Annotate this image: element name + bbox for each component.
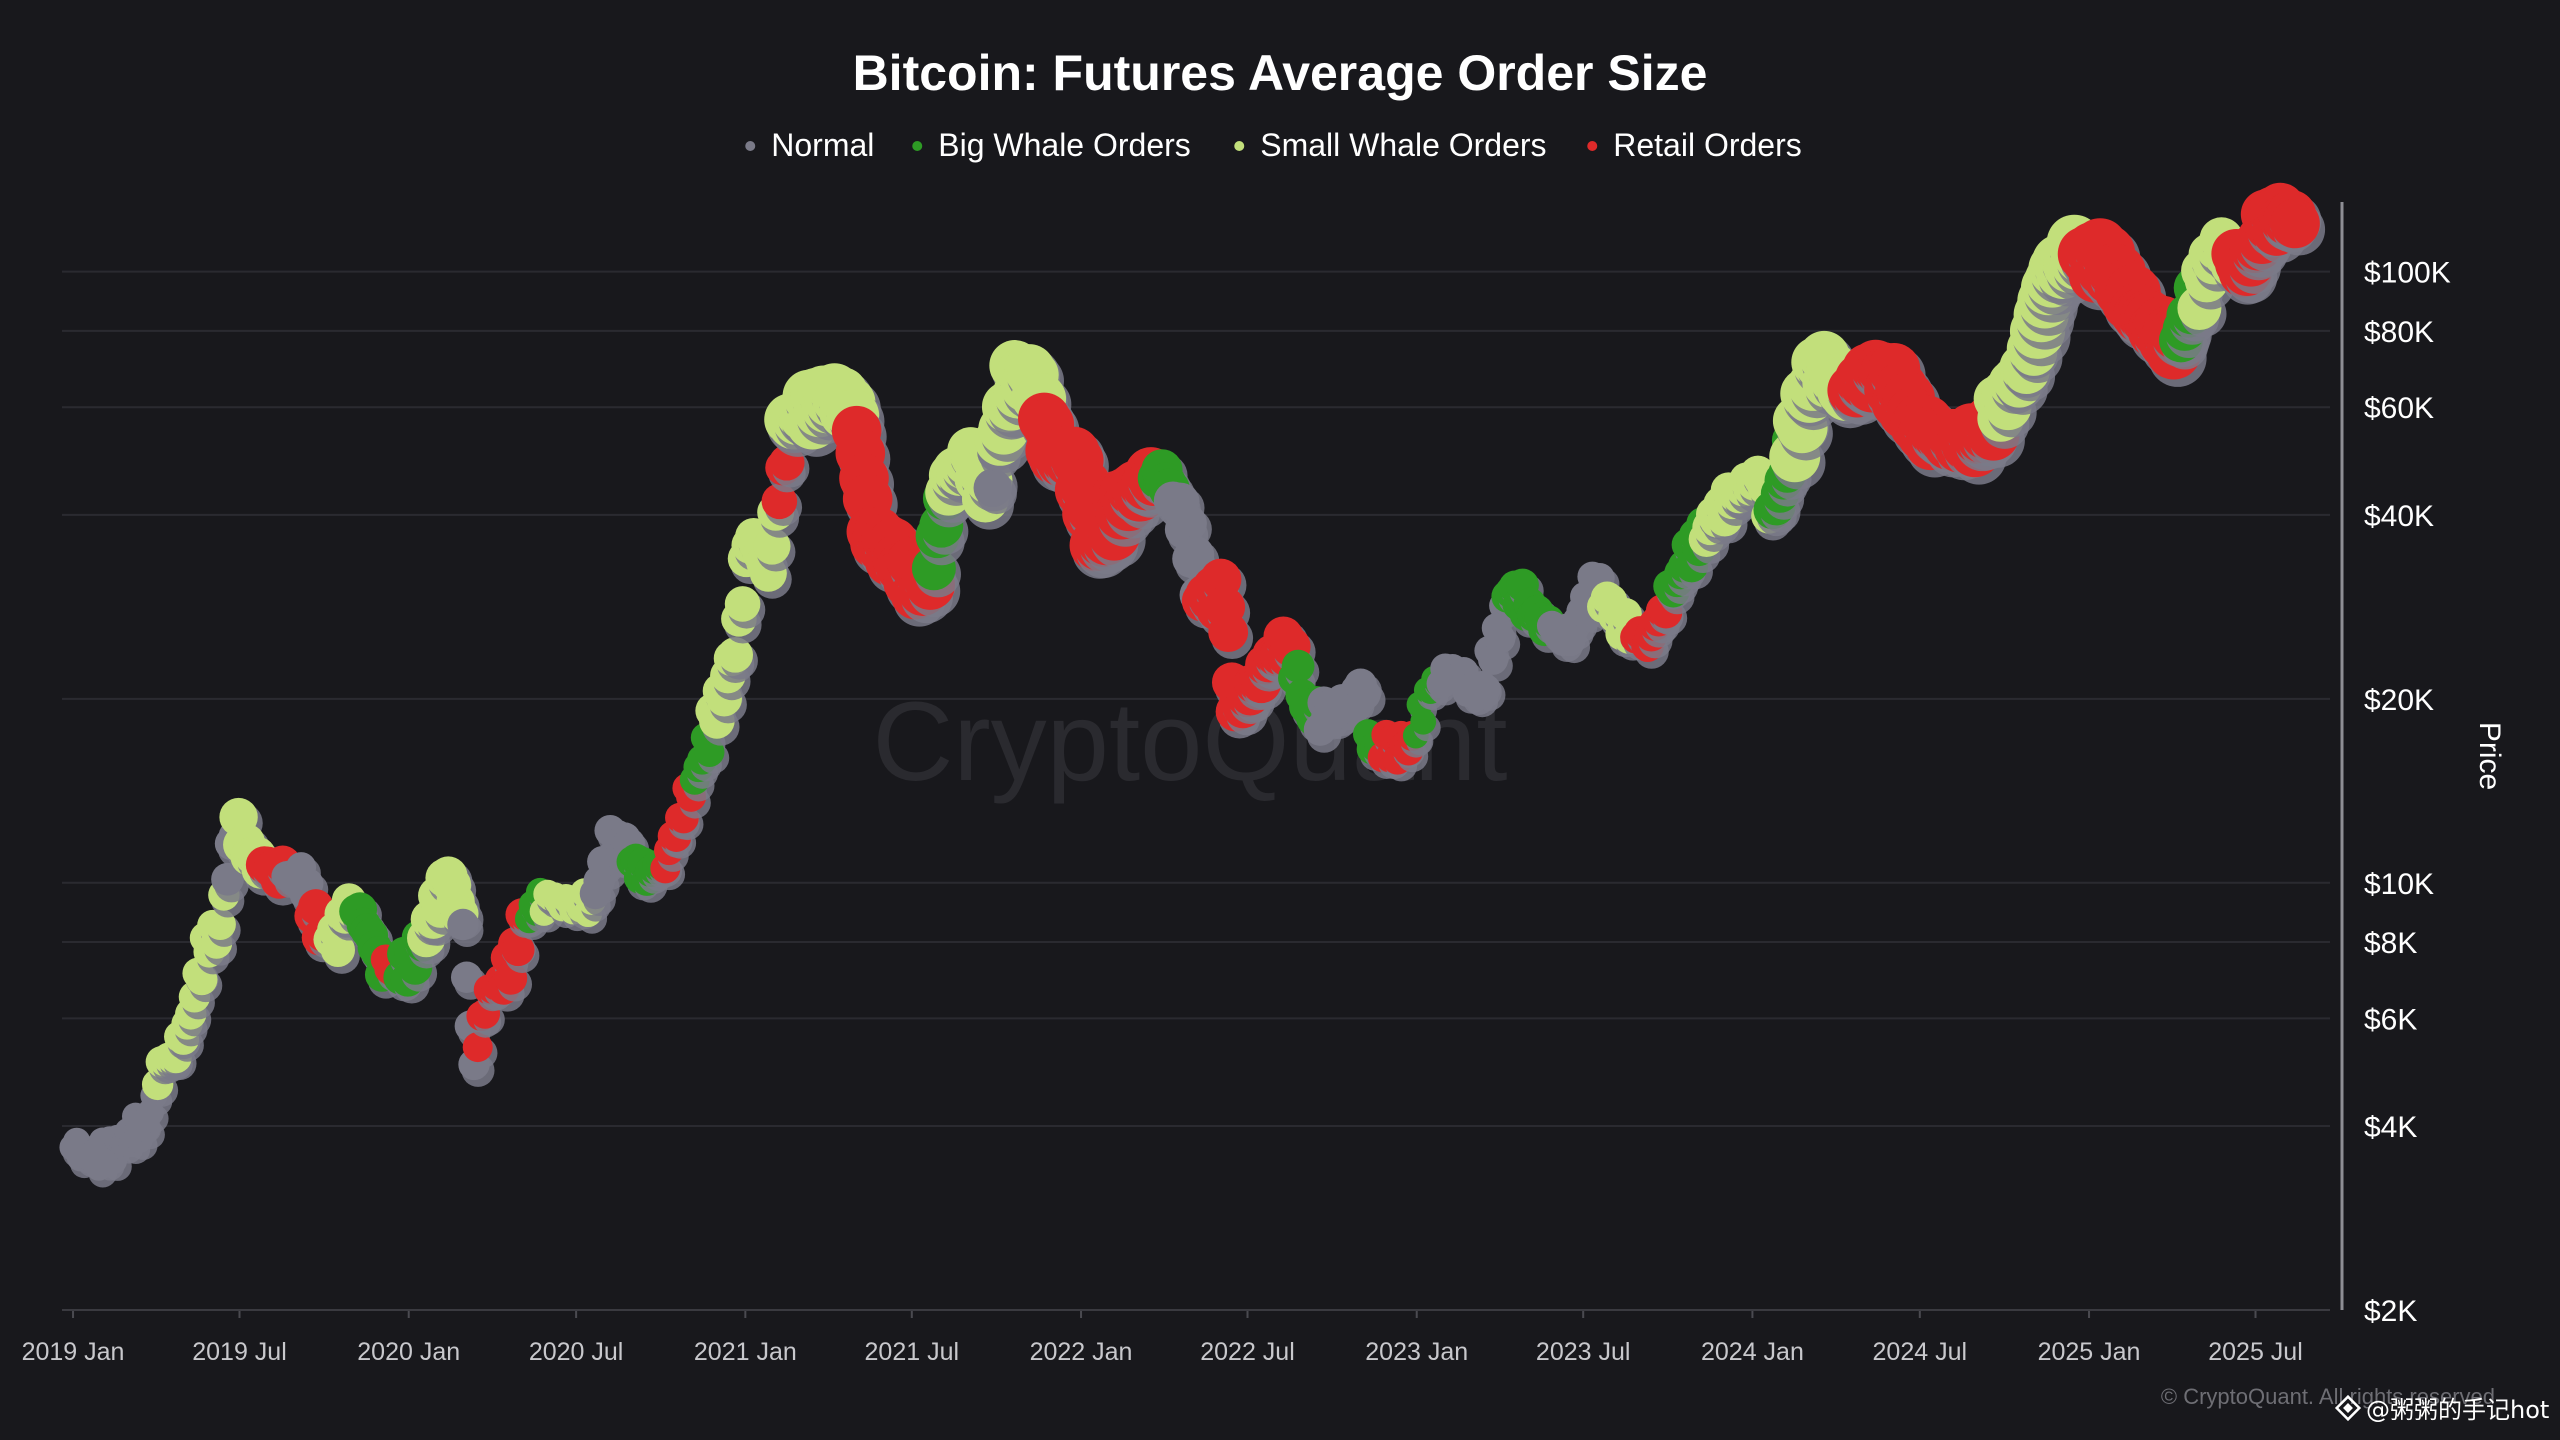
y-axis-ticks: $2K $4K $6K $8K $10K $20K $40K $60K $80K $100K: [2364, 257, 2451, 1328]
legend-marker: [1587, 141, 1598, 151]
x-tick-label: 2019 Jan: [22, 1338, 125, 1366]
x-tick-label: 2024 Jul: [1873, 1338, 1968, 1366]
y-tick-label: $4K: [2364, 1111, 2417, 1144]
chart-title: Bitcoin: Futures Average Order Size: [853, 45, 1708, 101]
data-point: [1410, 708, 1437, 735]
data-point: [1208, 612, 1249, 653]
y-tick-label: $40K: [2364, 500, 2434, 533]
data-point: [320, 932, 356, 968]
y-tick-label: $10K: [2364, 868, 2434, 901]
credit-badge: @粥粥的手记hot: [2334, 1394, 2549, 1424]
logo-icon: [2334, 1394, 2362, 1422]
data-point: [1281, 649, 1315, 683]
legend-label: Big Whale Orders: [938, 127, 1191, 163]
y-tick-label: $20K: [2364, 684, 2434, 717]
x-axis-ticks: 2019 Jan 2019 Jul 2020 Jan 2020 Jul 2021 Jan…: [22, 1310, 2303, 1366]
credit-text: @粥粥的手记hot: [2366, 1396, 2549, 1424]
legend-label: Retail Orders: [1613, 127, 1802, 163]
data-point: [1470, 674, 1501, 705]
legend: Normal Big Whale Orders Small Whale Orders…: [745, 127, 1802, 163]
y-tick-label: $60K: [2364, 392, 2434, 425]
y-tick-label: $6K: [2364, 1003, 2417, 1036]
data-point: [462, 1032, 493, 1063]
x-tick-label: 2021 Jan: [694, 1338, 797, 1366]
legend-marker: [745, 141, 756, 151]
legend-item: Retail Orders: [1587, 127, 1802, 163]
data-point: [2270, 198, 2320, 249]
legend-item: Small Whale Orders: [1234, 127, 1547, 163]
x-tick-label: 2020 Jan: [357, 1338, 460, 1366]
y-tick-label: $8K: [2364, 927, 2417, 960]
copyright-text: © CryptoQuant. All rights reserved: [2161, 1384, 2495, 1409]
x-tick-label: 2023 Jan: [1365, 1338, 1468, 1366]
y-tick-label: $100K: [2364, 257, 2451, 290]
data-point: [447, 908, 479, 941]
x-tick-label: 2023 Jul: [1536, 1338, 1631, 1366]
legend-item: Big Whale Orders: [912, 127, 1191, 163]
data-point: [717, 637, 754, 673]
data-point: [761, 483, 798, 520]
data-point: [724, 586, 761, 622]
x-tick-label: 2019 Jul: [192, 1338, 287, 1366]
data-point: [1175, 535, 1215, 575]
x-tick-label: 2021 Jul: [865, 1338, 960, 1366]
x-tick-label: 2025 Jan: [2038, 1338, 2141, 1366]
data-points: [59, 182, 2326, 1188]
x-tick-label: 2022 Jul: [1200, 1338, 1295, 1366]
x-tick-label: 2025 Jul: [2208, 1338, 2303, 1366]
legend-marker: [1234, 141, 1245, 151]
x-tick-label: 2020 Jul: [529, 1338, 624, 1366]
data-point: [501, 933, 535, 967]
legend-marker: [912, 141, 923, 151]
data-point: [1347, 677, 1381, 711]
y-axis-title: Price: [2473, 722, 2506, 790]
legend-label: Normal: [771, 127, 874, 163]
data-point: [1168, 504, 1207, 543]
y-tick-label: $80K: [2364, 316, 2434, 349]
data-point: [1485, 623, 1516, 654]
x-tick-label: 2022 Jan: [1030, 1338, 1133, 1366]
y-tick-label: $2K: [2364, 1295, 2417, 1328]
legend-item: Normal: [745, 127, 874, 163]
x-tick-label: 2024 Jan: [1701, 1338, 1804, 1366]
legend-label: Small Whale Orders: [1260, 127, 1546, 163]
